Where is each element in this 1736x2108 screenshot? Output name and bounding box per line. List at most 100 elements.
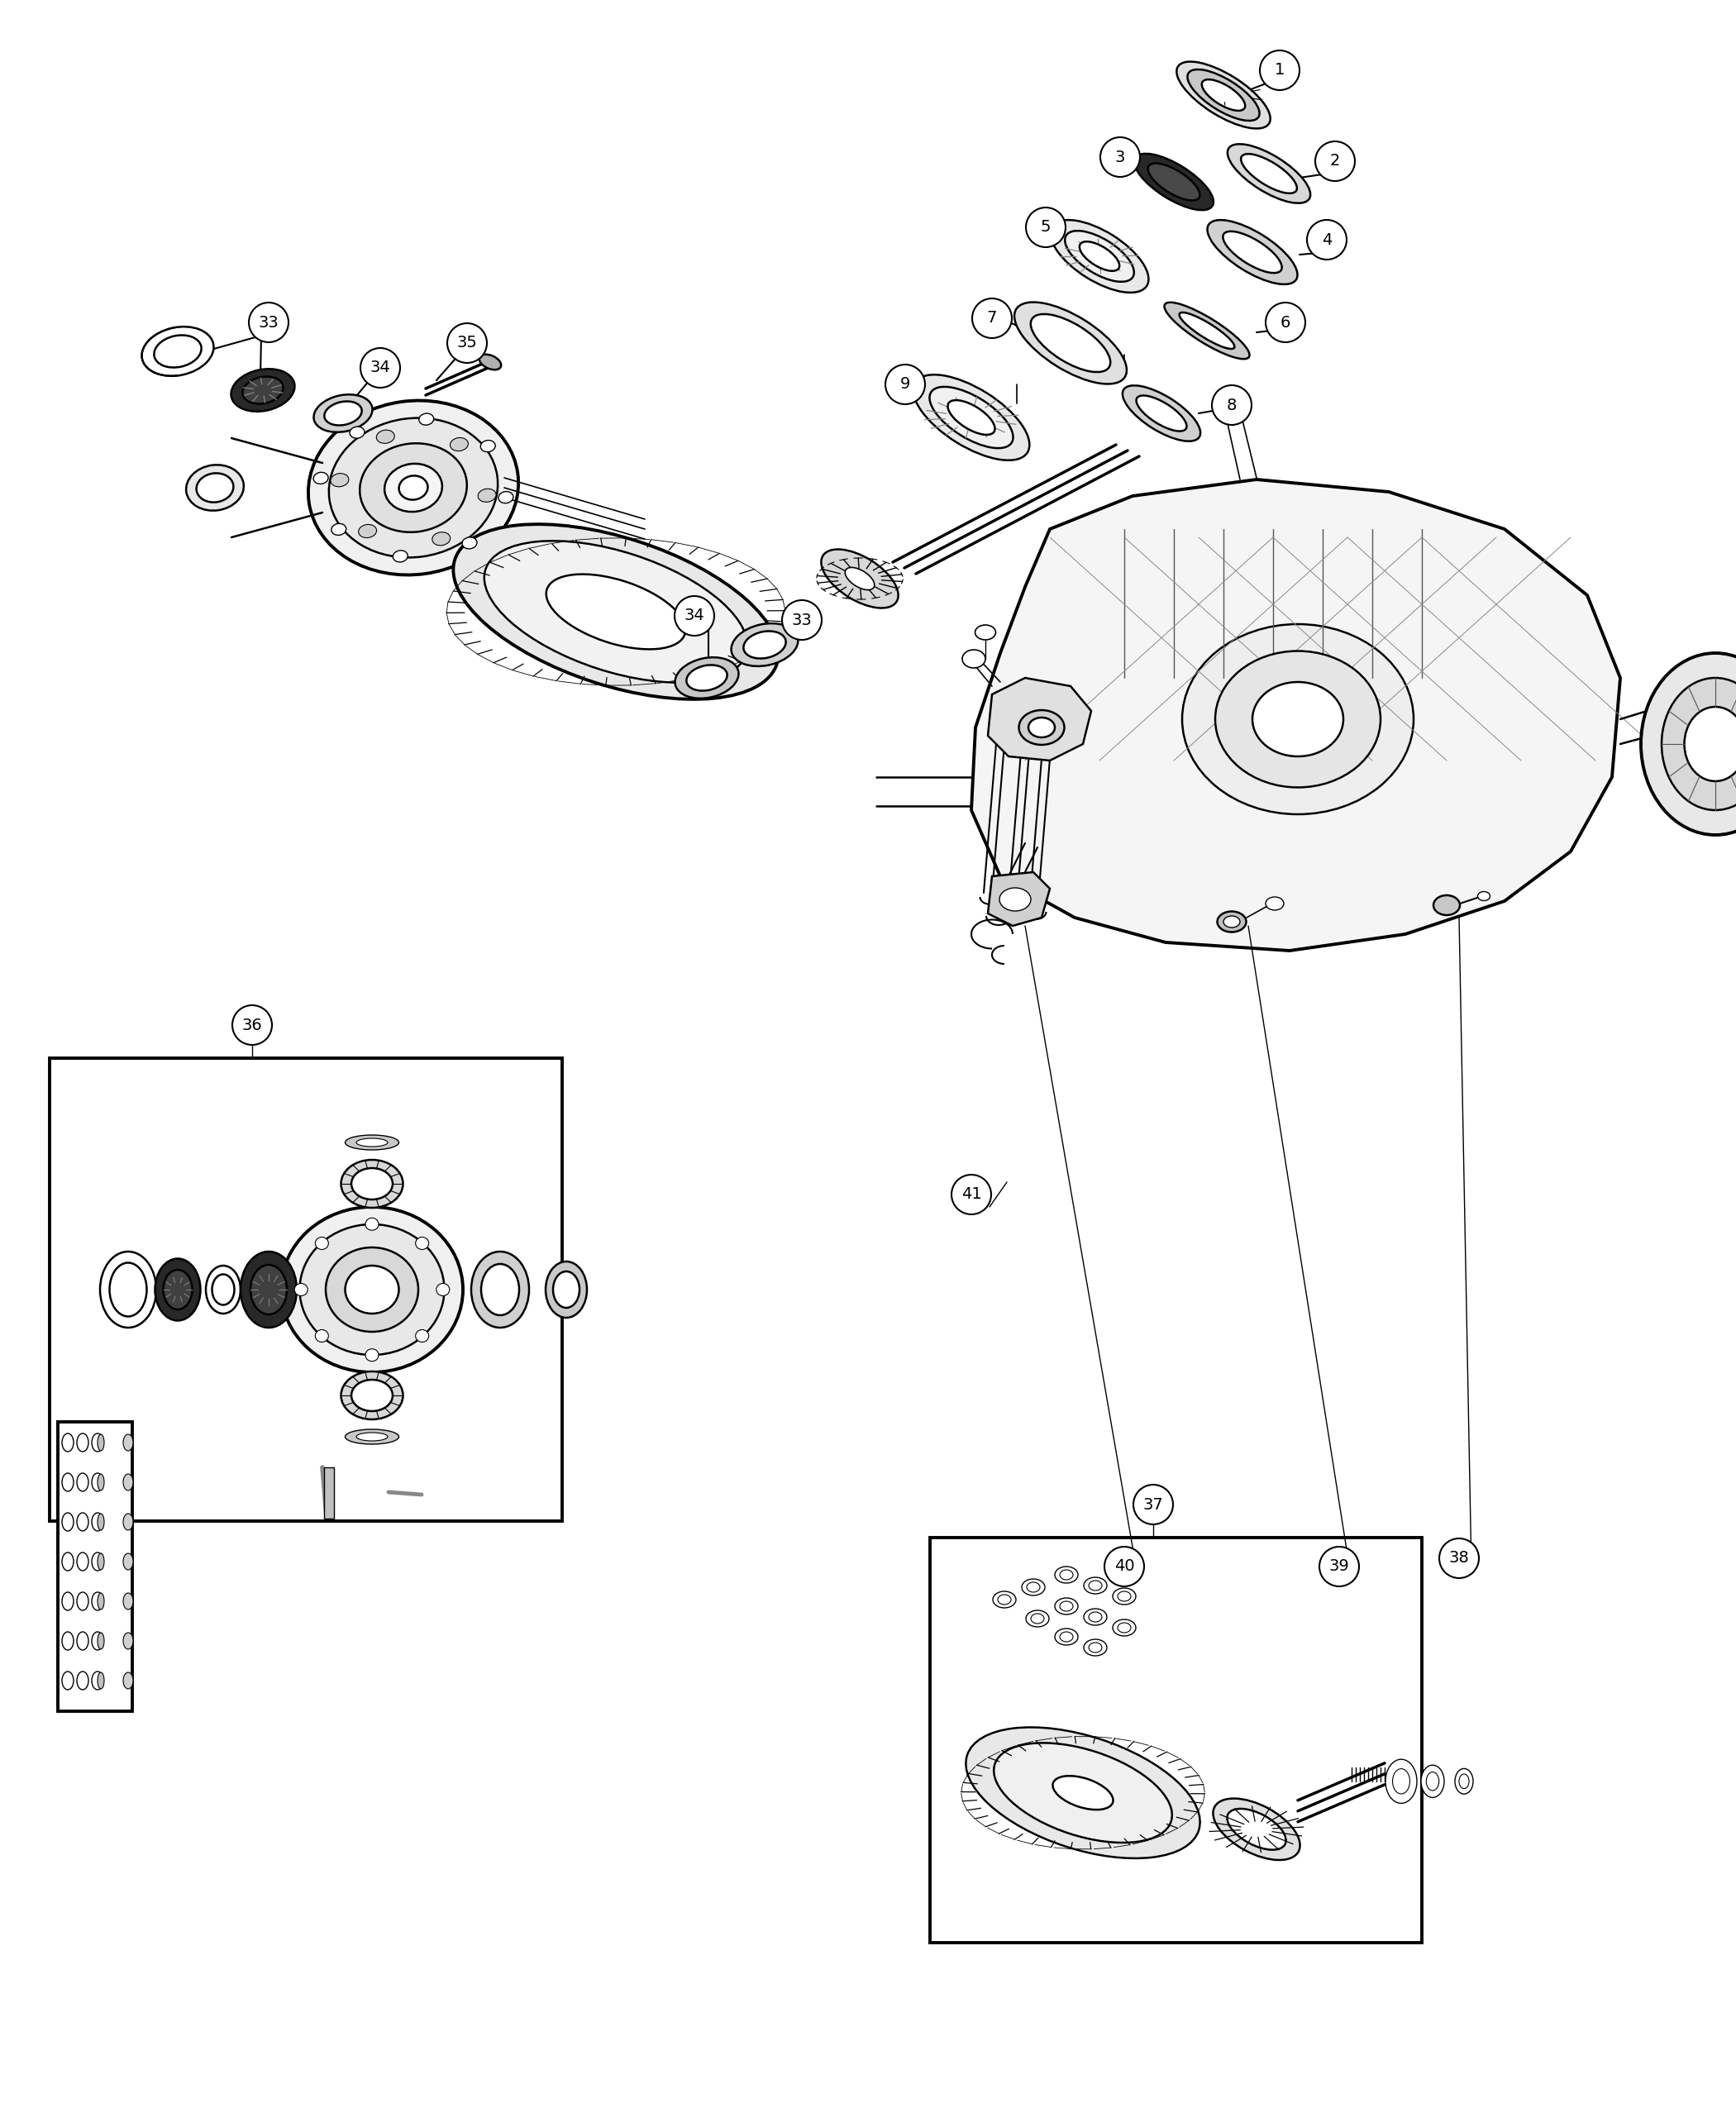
Ellipse shape [1088, 1613, 1102, 1621]
Ellipse shape [1224, 917, 1240, 928]
Ellipse shape [345, 1265, 399, 1313]
Ellipse shape [123, 1634, 134, 1648]
Ellipse shape [1088, 1642, 1102, 1653]
Circle shape [1260, 51, 1300, 91]
Ellipse shape [948, 401, 995, 434]
Text: 2: 2 [1330, 154, 1340, 169]
Circle shape [1104, 1547, 1144, 1587]
Text: 39: 39 [1330, 1558, 1349, 1575]
Circle shape [1439, 1539, 1479, 1579]
Polygon shape [972, 479, 1620, 951]
Ellipse shape [415, 1237, 429, 1250]
Ellipse shape [62, 1514, 73, 1530]
Ellipse shape [62, 1592, 73, 1611]
Ellipse shape [316, 1330, 328, 1343]
Ellipse shape [1177, 61, 1271, 129]
Ellipse shape [101, 1252, 156, 1328]
Ellipse shape [300, 1225, 444, 1355]
Ellipse shape [1201, 80, 1245, 112]
Ellipse shape [76, 1592, 89, 1611]
Ellipse shape [76, 1473, 89, 1490]
Polygon shape [988, 873, 1050, 925]
Ellipse shape [1217, 911, 1246, 932]
Ellipse shape [554, 1271, 580, 1307]
Ellipse shape [328, 417, 498, 557]
Ellipse shape [821, 550, 898, 607]
Ellipse shape [545, 1261, 587, 1318]
Ellipse shape [436, 1284, 450, 1296]
Text: 33: 33 [259, 314, 279, 331]
Ellipse shape [345, 1134, 399, 1149]
Ellipse shape [1088, 1581, 1102, 1592]
Ellipse shape [92, 1551, 104, 1570]
Ellipse shape [1392, 1769, 1410, 1794]
Ellipse shape [325, 401, 361, 426]
Ellipse shape [1219, 388, 1245, 407]
Ellipse shape [1222, 232, 1281, 272]
Ellipse shape [1028, 717, 1055, 738]
Ellipse shape [97, 1594, 104, 1611]
Ellipse shape [76, 1433, 89, 1452]
Ellipse shape [1014, 301, 1127, 384]
Ellipse shape [1207, 219, 1297, 285]
Ellipse shape [97, 1634, 104, 1648]
Ellipse shape [241, 1252, 297, 1328]
Ellipse shape [123, 1554, 134, 1570]
Ellipse shape [1083, 1640, 1108, 1655]
Ellipse shape [1684, 706, 1736, 782]
Ellipse shape [123, 1672, 134, 1689]
Ellipse shape [62, 1551, 73, 1570]
Ellipse shape [1055, 1629, 1078, 1644]
Ellipse shape [62, 1473, 73, 1490]
Ellipse shape [1134, 154, 1213, 211]
Ellipse shape [92, 1433, 104, 1452]
Ellipse shape [1213, 1798, 1300, 1859]
Ellipse shape [1455, 1769, 1474, 1794]
Ellipse shape [340, 1159, 403, 1208]
Ellipse shape [1179, 312, 1234, 350]
Ellipse shape [962, 649, 986, 668]
Ellipse shape [109, 1263, 148, 1318]
Bar [50, 1058, 562, 1522]
Ellipse shape [470, 1252, 529, 1328]
Ellipse shape [1641, 653, 1736, 835]
Ellipse shape [365, 1349, 378, 1362]
Ellipse shape [62, 1433, 73, 1452]
Ellipse shape [62, 1672, 73, 1691]
Ellipse shape [163, 1269, 193, 1309]
Ellipse shape [326, 1248, 418, 1332]
Ellipse shape [97, 1473, 104, 1490]
Ellipse shape [1031, 314, 1111, 371]
Text: 3: 3 [1115, 150, 1125, 164]
Ellipse shape [332, 523, 345, 535]
Ellipse shape [1118, 1592, 1130, 1602]
Circle shape [951, 1174, 991, 1214]
Ellipse shape [1123, 386, 1200, 441]
Ellipse shape [123, 1594, 134, 1611]
Ellipse shape [1064, 230, 1134, 282]
Ellipse shape [1055, 1566, 1078, 1583]
Ellipse shape [1113, 1619, 1135, 1636]
Ellipse shape [356, 1138, 387, 1147]
Ellipse shape [186, 466, 243, 510]
Circle shape [233, 1006, 273, 1046]
Ellipse shape [462, 538, 477, 548]
Ellipse shape [453, 525, 778, 700]
Ellipse shape [1059, 1632, 1073, 1642]
Ellipse shape [243, 377, 283, 405]
Text: 36: 36 [241, 1018, 262, 1033]
Ellipse shape [743, 630, 786, 658]
Ellipse shape [196, 472, 233, 502]
Ellipse shape [477, 489, 496, 502]
Ellipse shape [547, 573, 686, 649]
Ellipse shape [1241, 154, 1297, 194]
Ellipse shape [123, 1514, 134, 1530]
Ellipse shape [1059, 1570, 1073, 1579]
Ellipse shape [1026, 1583, 1040, 1592]
Ellipse shape [358, 525, 377, 538]
Ellipse shape [675, 658, 738, 698]
Bar [325, 1467, 333, 1518]
Ellipse shape [155, 335, 201, 367]
Ellipse shape [450, 438, 469, 451]
Text: 1: 1 [1274, 63, 1285, 78]
